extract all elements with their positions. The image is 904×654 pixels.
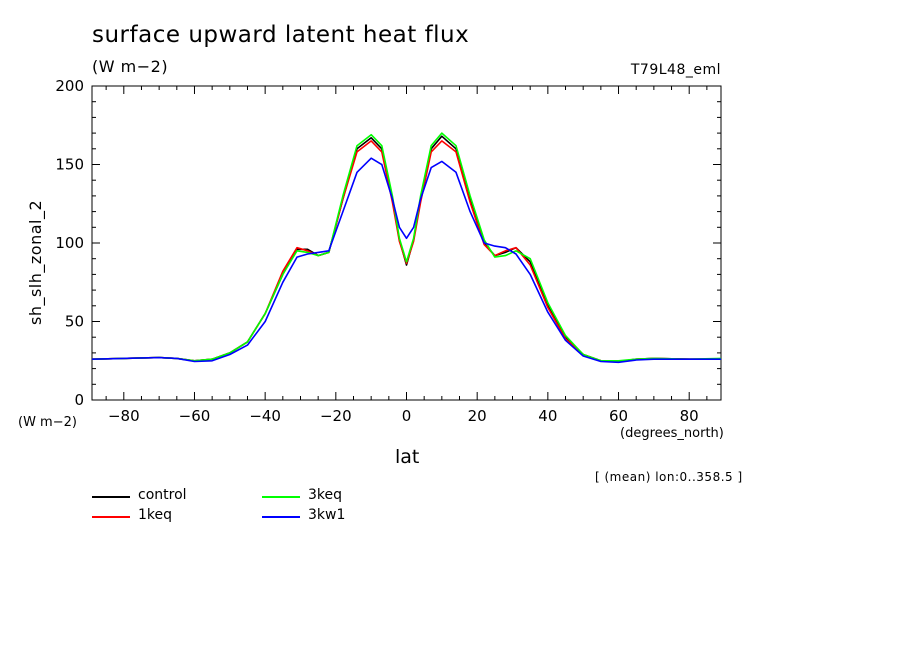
series-line-3kw1 — [91, 157, 721, 364]
x-tick-label: −20 — [320, 407, 352, 425]
x-tick-label: −80 — [108, 407, 140, 425]
legend-label: 1keq — [138, 507, 173, 523]
y-tick-label: 50 — [65, 313, 84, 331]
x-tick-label: −60 — [179, 407, 211, 425]
series-line-1keq — [91, 140, 721, 363]
x-tick-label: 0 — [402, 407, 412, 425]
x-tick-label: 60 — [609, 407, 628, 425]
legend-swatch — [92, 496, 130, 498]
plot-frame — [91, 85, 722, 401]
y-tick-label: 100 — [55, 234, 84, 252]
x-axis-units: (degrees_north) — [620, 426, 724, 441]
legend-label: 3kw1 — [308, 507, 346, 523]
legend-swatch — [262, 496, 300, 498]
mean-note: [ (mean) lon:0..358.5 ] — [595, 470, 743, 484]
legend-swatch — [92, 516, 130, 518]
chart-units: (W m−2) — [92, 57, 169, 76]
legend-label: control — [138, 487, 187, 503]
x-tick-label: −40 — [249, 407, 281, 425]
series-line-3keq — [91, 132, 722, 362]
legend-swatch — [262, 516, 300, 518]
run-label: T79L48_eml — [630, 62, 721, 78]
y-tick-label: 200 — [55, 77, 84, 95]
series-line-control — [91, 135, 721, 363]
x-tick-label: 80 — [680, 407, 699, 425]
chart-title: surface upward latent heat flux — [92, 22, 470, 48]
legend-label: 3keq — [308, 487, 343, 503]
x-tick-label: 20 — [468, 407, 487, 425]
x-tick-label: 40 — [538, 407, 557, 425]
y-tick-label: 0 — [74, 391, 84, 409]
x-axis-label: lat — [395, 446, 420, 468]
y-axis-units: (W m−2) — [18, 415, 77, 430]
y-tick-label: 150 — [55, 156, 84, 174]
